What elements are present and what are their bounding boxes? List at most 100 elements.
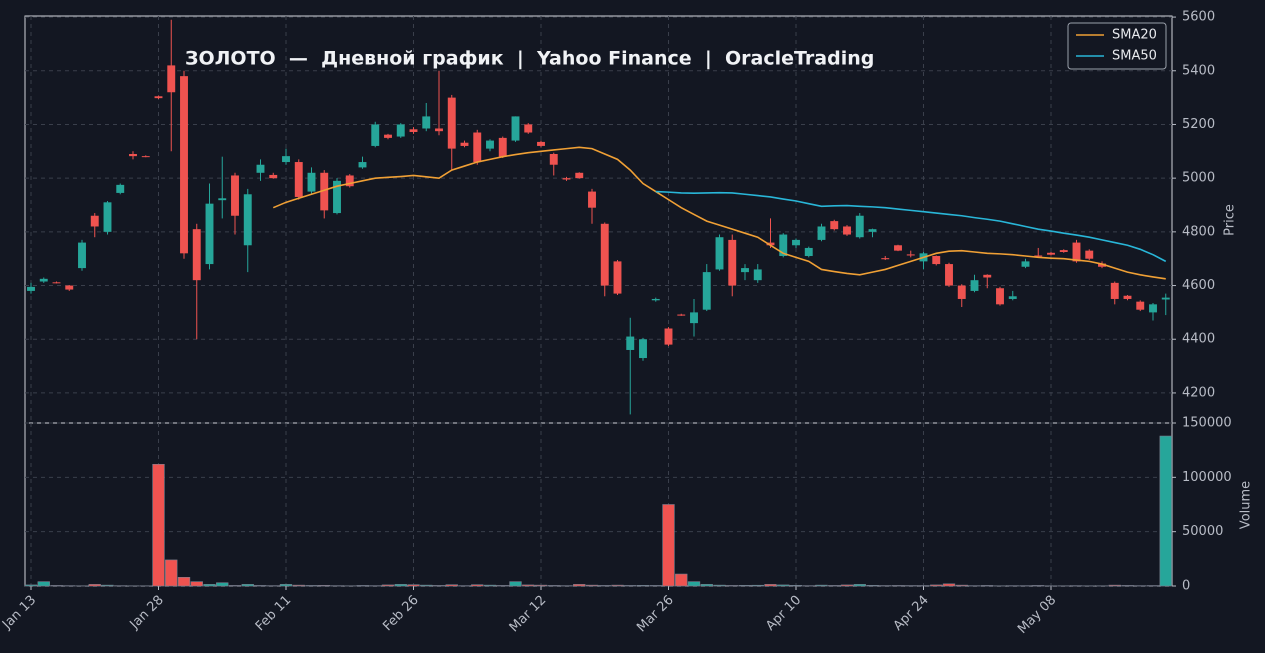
candle-body bbox=[957, 285, 966, 299]
candle-body bbox=[167, 65, 176, 93]
candle-body bbox=[613, 261, 622, 294]
candle-body bbox=[983, 274, 992, 278]
volume-bar bbox=[318, 585, 331, 587]
candle-body bbox=[1161, 297, 1170, 300]
x-tick-label: May 08 bbox=[1015, 593, 1059, 637]
candle-body bbox=[192, 229, 201, 281]
y-tick-label: 4800 bbox=[1182, 224, 1215, 239]
candle-body bbox=[970, 280, 979, 291]
candle-body bbox=[486, 140, 494, 149]
volume-bar bbox=[305, 585, 318, 587]
volume-bar bbox=[279, 584, 293, 587]
volume-bar bbox=[177, 577, 191, 587]
candle-body bbox=[511, 116, 520, 141]
candle-body bbox=[766, 242, 775, 246]
candle-body bbox=[294, 162, 303, 197]
candle-body bbox=[447, 97, 456, 149]
volume-bar bbox=[675, 573, 688, 587]
y-tick-label: 50000 bbox=[1182, 524, 1223, 539]
volume-bar bbox=[88, 584, 101, 587]
y-tick-label: 0 bbox=[1182, 579, 1190, 594]
candle-body bbox=[741, 268, 749, 273]
candle-body bbox=[409, 129, 418, 132]
candle-body bbox=[1136, 301, 1145, 310]
candle-body bbox=[1098, 263, 1106, 267]
volume-bar bbox=[407, 584, 420, 587]
volume-bar bbox=[726, 585, 739, 587]
x-tick-label: Jan 13 bbox=[0, 593, 39, 633]
volume-bar bbox=[445, 584, 458, 587]
candle-body bbox=[1149, 304, 1157, 313]
candle-body bbox=[269, 174, 278, 179]
volume-bar bbox=[1032, 585, 1045, 587]
volume-bar bbox=[241, 584, 254, 587]
x-tick-label: Feb 11 bbox=[253, 593, 295, 635]
candle-body bbox=[677, 314, 686, 316]
candle-body bbox=[460, 142, 469, 146]
volume-bar bbox=[50, 585, 63, 587]
candle-body bbox=[498, 137, 507, 157]
x-tick-label: Feb 26 bbox=[380, 593, 422, 635]
candle-body bbox=[855, 215, 864, 238]
volume-bar bbox=[534, 584, 548, 587]
y-tick-label: 4400 bbox=[1182, 332, 1215, 347]
candle-body bbox=[243, 194, 252, 246]
candle-body bbox=[320, 172, 329, 211]
candle-body bbox=[396, 124, 405, 137]
volume-bar bbox=[356, 585, 369, 587]
volume-bar bbox=[828, 585, 841, 587]
x-tick-label: Apr 10 bbox=[763, 593, 804, 634]
volume-bar bbox=[420, 584, 433, 587]
candle-body bbox=[333, 180, 341, 214]
x-tick-label: Mar 26 bbox=[634, 593, 677, 636]
volume-bar bbox=[624, 585, 637, 587]
volume-bar bbox=[573, 584, 586, 587]
volume-bar bbox=[687, 581, 701, 587]
volume-bar bbox=[496, 585, 509, 587]
candle-body bbox=[1021, 261, 1030, 267]
candle-body bbox=[639, 339, 647, 359]
volume-bar bbox=[840, 584, 854, 587]
candle-body bbox=[945, 264, 953, 286]
candle-body bbox=[817, 226, 826, 240]
candle-body bbox=[549, 153, 558, 165]
candle-body bbox=[690, 312, 698, 324]
candle-body bbox=[753, 269, 762, 281]
candle-body bbox=[843, 226, 851, 235]
volume-bar bbox=[483, 584, 497, 587]
volume-bar bbox=[649, 585, 662, 587]
candle-body bbox=[524, 124, 533, 133]
candle-body bbox=[473, 132, 482, 163]
volume-bar bbox=[611, 584, 624, 587]
volume-bar bbox=[777, 584, 790, 587]
volume-bar bbox=[394, 584, 407, 587]
y-tick-label: 4600 bbox=[1182, 278, 1215, 293]
candle-body bbox=[779, 234, 788, 257]
y-axis-label: Price bbox=[1223, 204, 1238, 236]
candle-body bbox=[52, 282, 61, 284]
sma-line bbox=[272, 146, 1166, 280]
candle-body bbox=[575, 172, 584, 179]
y-tick-label: 5600 bbox=[1182, 10, 1215, 25]
volume-bar bbox=[228, 585, 242, 587]
candle-body bbox=[218, 198, 227, 201]
candle-body bbox=[371, 124, 380, 146]
y-tick-label: 5200 bbox=[1182, 117, 1215, 132]
candle-body bbox=[116, 184, 125, 193]
candle-body bbox=[1034, 255, 1043, 257]
candle-body bbox=[537, 141, 545, 146]
x-tick-label: Apr 24 bbox=[891, 593, 932, 634]
sma-line bbox=[655, 190, 1167, 263]
candle-body bbox=[1123, 295, 1132, 299]
candle-body bbox=[664, 328, 673, 345]
candle-body bbox=[600, 223, 609, 286]
candle-body bbox=[180, 76, 188, 254]
x-tick-label: Jan 28 bbox=[127, 593, 167, 633]
candle-body bbox=[1008, 296, 1017, 299]
volume-bar bbox=[292, 584, 305, 587]
volume-bar bbox=[37, 581, 50, 587]
legend-label: SMA50 bbox=[1112, 49, 1157, 64]
volume-bar bbox=[381, 584, 395, 587]
candle-body bbox=[562, 178, 571, 180]
y-tick-label: 100000 bbox=[1182, 470, 1232, 485]
